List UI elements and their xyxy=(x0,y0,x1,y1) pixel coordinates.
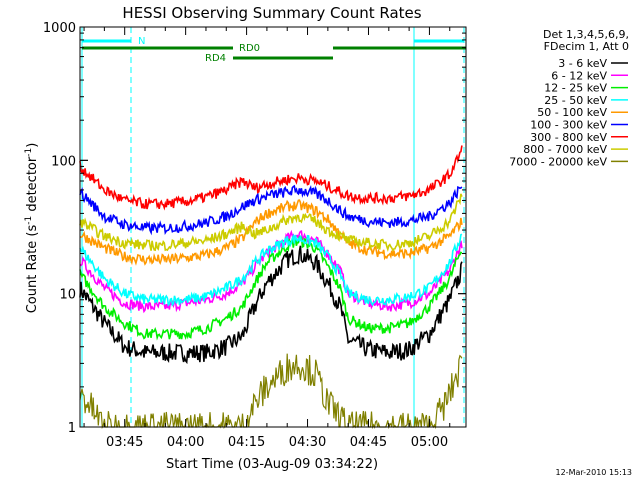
legend-header: FDecim 1, Att 0 xyxy=(544,40,629,53)
series-line-6 xyxy=(79,145,463,211)
legend-entry-label: 300 - 800 keV xyxy=(530,131,607,144)
y-tick-label: 10 xyxy=(59,288,76,303)
y-axis-label: Count Rate (s-1 detector-1) xyxy=(24,143,40,314)
legend-entry-label: 800 - 7000 keV xyxy=(523,143,607,156)
legend-header: Det 1,3,4,5,6,9, xyxy=(543,28,629,41)
legend-entry-label: 7000 - 20000 keV xyxy=(509,155,607,168)
x-tick-label: 04:30 xyxy=(289,435,326,450)
series-line-8 xyxy=(79,353,463,430)
series-line-4 xyxy=(80,199,463,266)
y-axis: 1 10 100 1000 xyxy=(43,21,466,436)
series-line-0 xyxy=(79,245,463,365)
series-layer xyxy=(79,145,463,430)
y-tick-label: 1000 xyxy=(43,21,76,36)
rd0-label: RD0 xyxy=(239,43,260,54)
timestamp: 12-Mar-2010 15:13 xyxy=(556,468,633,477)
legend-entry-label: 6 - 12 keV xyxy=(551,69,607,82)
night-label: N xyxy=(138,36,145,47)
x-axis: 03:45 04:00 04:15 04:30 04:45 05:00 xyxy=(83,27,451,450)
x-tick-label: 05:00 xyxy=(411,435,448,450)
series-line-3 xyxy=(79,233,463,307)
y-tick-label: 100 xyxy=(51,154,76,169)
legend: Det 1,3,4,5,6,9,FDecim 1, Att 0 3 - 6 keV… xyxy=(509,28,629,168)
series-line-7 xyxy=(79,193,463,252)
rd4-label: RD4 xyxy=(205,53,226,64)
chart-title: HESSI Observing Summary Count Rates xyxy=(122,4,421,22)
series-line-5 xyxy=(79,184,463,236)
x-tick-label: 04:00 xyxy=(167,435,204,450)
series-line-2 xyxy=(79,235,463,341)
plot-frame xyxy=(79,26,467,428)
legend-entry-label: 12 - 25 keV xyxy=(544,82,607,95)
y-tick-label: 1 xyxy=(68,421,76,436)
x-tick-label: 04:45 xyxy=(350,435,387,450)
legend-entry-label: 25 - 50 keV xyxy=(544,94,607,107)
legend-entry-label: 3 - 6 keV xyxy=(558,57,607,70)
x-tick-label: 03:45 xyxy=(106,435,143,450)
legend-entry-label: 100 - 300 keV xyxy=(530,119,607,132)
x-axis-label: Start Time (03-Aug-09 03:34:22) xyxy=(166,457,378,472)
x-tick-label: 04:15 xyxy=(228,435,265,450)
legend-entry-label: 50 - 100 keV xyxy=(537,106,607,119)
